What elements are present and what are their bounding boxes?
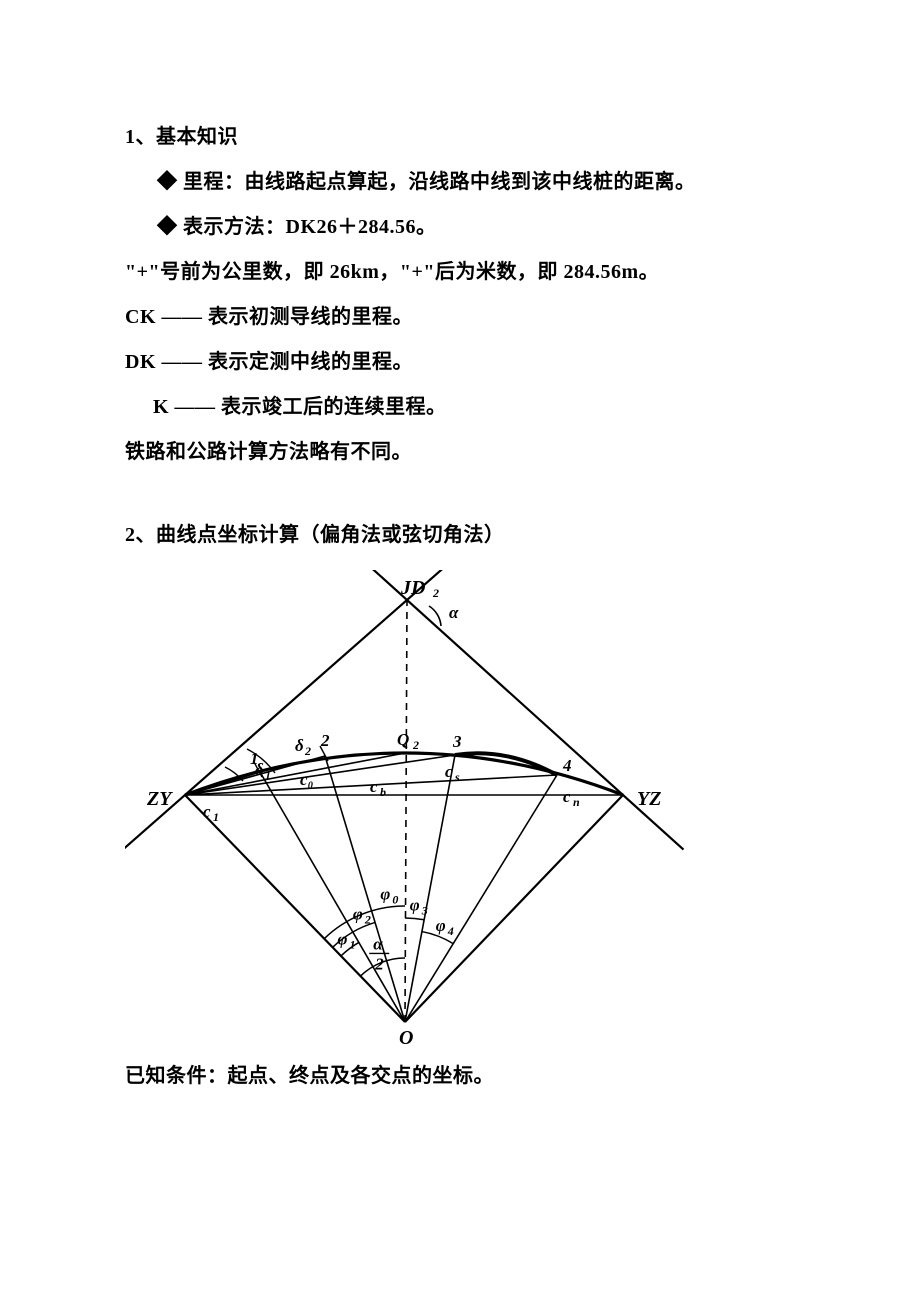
curve-diagram: JD2αZYYZOQ21234δ1δ2c₀cbcscnc1φ1φ2φ0φ3φ4α…: [125, 570, 795, 1050]
svg-text:1: 1: [349, 938, 355, 952]
svg-text:δ: δ: [255, 760, 264, 779]
svg-text:3: 3: [452, 732, 462, 751]
svg-text:Q: Q: [397, 730, 409, 749]
line-plus-explain: "+"号前为公里数，即 26km，"+"后为米数，即 284.56m。: [125, 250, 795, 295]
svg-text:φ: φ: [436, 916, 446, 935]
svg-text:c: c: [370, 777, 378, 796]
svg-text:1: 1: [265, 768, 271, 782]
svg-text:2: 2: [320, 731, 330, 750]
svg-text:α: α: [449, 603, 459, 622]
svg-text:4: 4: [562, 756, 572, 775]
svg-text:2: 2: [432, 586, 439, 600]
svg-text:2: 2: [374, 954, 384, 973]
bullet-mileage-def: ◆ 里程：由线路起点算起，沿线路中线到该中线桩的距离。: [125, 160, 795, 205]
svg-text:1: 1: [213, 810, 219, 824]
svg-text:2: 2: [304, 744, 311, 758]
svg-text:φ: φ: [380, 884, 390, 903]
line-rail-road: 铁路和公路计算方法略有不同。: [125, 430, 795, 475]
svg-text:ZY: ZY: [146, 788, 173, 810]
svg-text:3: 3: [421, 903, 428, 917]
line-k: K —— 表示竣工后的连续里程。: [125, 385, 795, 430]
svg-text:O: O: [399, 1027, 413, 1049]
svg-text:φ: φ: [337, 930, 347, 949]
section2-heading: 2、曲线点坐标计算（偏角法或弦切角法）: [125, 513, 795, 558]
svg-text:s: s: [454, 770, 460, 784]
svg-text:c: c: [203, 802, 211, 821]
svg-text:φ: φ: [410, 895, 420, 914]
svg-text:c: c: [563, 787, 571, 806]
svg-text:YZ: YZ: [637, 788, 661, 810]
svg-text:n: n: [573, 795, 580, 809]
svg-text:JD: JD: [400, 577, 425, 599]
svg-text:4: 4: [447, 924, 454, 938]
line-ck: CK —— 表示初测导线的里程。: [125, 295, 795, 340]
section1-heading: 1、基本知识: [125, 115, 795, 160]
line-dk: DK —— 表示定测中线的里程。: [125, 340, 795, 385]
svg-text:2: 2: [364, 913, 371, 927]
bullet-notation: ◆ 表示方法：DK26＋284.56。: [125, 205, 795, 250]
svg-text:c₀: c₀: [300, 770, 314, 789]
svg-text:δ: δ: [295, 736, 304, 755]
svg-text:0: 0: [392, 892, 398, 906]
svg-text:φ: φ: [353, 905, 363, 924]
known-conditions: 已知条件：起点、终点及各交点的坐标。: [125, 1054, 795, 1099]
svg-text:α: α: [373, 934, 383, 953]
svg-text:b: b: [380, 785, 386, 799]
svg-text:c: c: [445, 762, 453, 781]
svg-text:2: 2: [412, 738, 419, 752]
